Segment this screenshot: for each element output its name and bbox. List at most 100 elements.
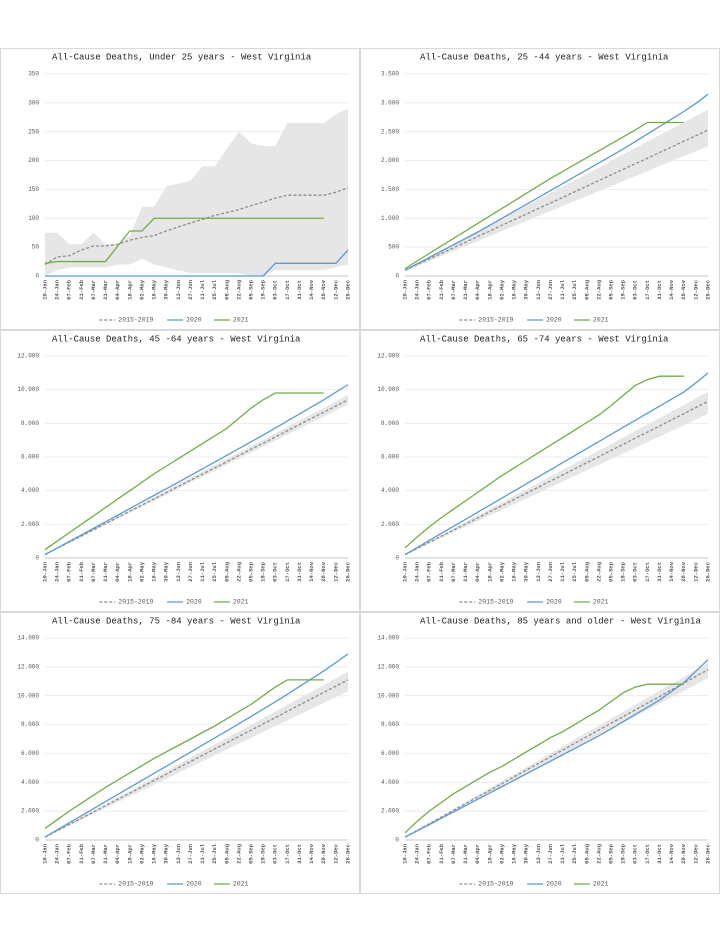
x-tick-label: 24-Jan xyxy=(414,844,421,864)
x-tick-label: 16-May xyxy=(511,843,518,864)
x-tick-label: 21-Feb xyxy=(438,279,445,300)
y-tick-label: 0 xyxy=(395,555,399,562)
y-tick-label: 3.000 xyxy=(381,99,399,106)
series-line xyxy=(44,679,324,829)
chart-title: All-Cause Deaths, 45 -64 years - West Vi… xyxy=(52,334,301,344)
x-tick-label: 10-Jan xyxy=(41,280,48,300)
y-tick-label: 50 xyxy=(32,244,40,251)
x-tick-label: 25-Jul xyxy=(211,279,218,300)
y-tick-label: 12.000 xyxy=(377,663,399,670)
x-tick-label: 04-Apr xyxy=(114,280,121,300)
y-tick-label: 12.000 xyxy=(377,353,399,360)
x-tick-label: 04-Apr xyxy=(474,562,481,582)
y-tick-label: 10.000 xyxy=(377,692,399,699)
x-tick-label: 30-May xyxy=(163,843,170,864)
series-line xyxy=(404,129,709,271)
x-tick-label: 07-Mar xyxy=(90,562,97,582)
x-tick-label: 19-Sep xyxy=(620,843,627,864)
x-tick-label: 02-May xyxy=(498,843,505,864)
y-tick-label: 8.000 xyxy=(21,721,39,728)
x-tick-label: 21-Feb xyxy=(78,561,85,582)
x-tick-label: 11-Jul xyxy=(559,561,566,582)
x-tick-label: 14-Nov xyxy=(668,561,675,582)
y-tick-label: 6.000 xyxy=(21,750,39,757)
x-tick-label: 27-Jun xyxy=(547,562,554,582)
y-tick-label: 300 xyxy=(28,99,39,106)
x-tick-label: 16-May xyxy=(151,279,158,300)
series-line xyxy=(44,679,349,838)
chart-title: All-Cause Deaths, 65 -74 years - West Vi… xyxy=(420,334,669,344)
y-tick-label: 4.000 xyxy=(21,779,39,786)
x-tick-label: 17-Oct xyxy=(644,844,651,864)
x-tick-label: 08-Aug xyxy=(583,280,590,300)
x-tick-label: 10-Jan xyxy=(401,562,408,582)
x-tick-label: 25-Jul xyxy=(571,843,578,864)
y-tick-label: 4.000 xyxy=(381,487,399,494)
x-tick-label: 10-Jan xyxy=(401,844,408,864)
x-tick-label: 02-May xyxy=(138,561,145,582)
series-line xyxy=(404,400,709,556)
x-tick-label: 22-Aug xyxy=(235,280,242,300)
x-tick-label: 07-Feb xyxy=(426,279,433,300)
y-tick-label: 200 xyxy=(28,157,39,164)
y-tick-label: 150 xyxy=(28,186,39,193)
x-tick-label: 02-May xyxy=(498,561,505,582)
x-tick-label: 25-Jul xyxy=(571,279,578,300)
x-tick-label: 03-Oct xyxy=(272,844,279,864)
x-tick-label: 08-Aug xyxy=(583,844,590,864)
x-tick-label: 31-Oct xyxy=(656,280,663,300)
y-tick-label: 10.000 xyxy=(377,386,399,393)
x-tick-label: 21-Mar xyxy=(462,562,469,582)
panel xyxy=(360,612,720,894)
y-tick-label: 2.500 xyxy=(381,128,399,135)
x-tick-label: 14-Nov xyxy=(668,843,675,864)
x-tick-label: 21-Mar xyxy=(102,280,109,300)
series-line xyxy=(44,384,349,556)
y-tick-label: 6.000 xyxy=(381,454,399,461)
y-tick-label: 6.000 xyxy=(21,454,39,461)
x-tick-label: 22-Aug xyxy=(235,562,242,582)
y-tick-label: 8.000 xyxy=(381,721,399,728)
x-tick-label: 12-Dec xyxy=(692,844,699,864)
x-tick-label: 16-May xyxy=(511,279,518,300)
y-tick-label: 10.000 xyxy=(17,692,39,699)
x-tick-label: 24-Jan xyxy=(414,562,421,582)
x-tick-label: 19-Sep xyxy=(260,561,267,582)
x-tick-label: 18-Apr xyxy=(126,280,133,300)
x-tick-label: 14-Nov xyxy=(308,561,315,582)
y-tick-label: 1.000 xyxy=(381,215,399,222)
x-tick-label: 25-Jul xyxy=(571,561,578,582)
x-tick-label: 11-Jul xyxy=(199,843,206,864)
x-tick-label: 07-Mar xyxy=(90,280,97,300)
x-tick-label: 21-Mar xyxy=(102,562,109,582)
legend-label: 2021 xyxy=(233,317,249,324)
chart-title: All-Cause Deaths, Under 25 years - West … xyxy=(52,52,312,62)
series-line xyxy=(404,669,709,838)
y-tick-label: 0 xyxy=(35,837,39,844)
x-tick-label: 05-Sep xyxy=(247,843,254,864)
x-tick-label: 28-Nov xyxy=(680,561,687,582)
series-line xyxy=(404,659,709,838)
series-line xyxy=(404,683,684,834)
x-tick-label: 07-Feb xyxy=(426,843,433,864)
x-tick-label: 26-Dec xyxy=(704,280,711,300)
x-tick-label: 18-Apr xyxy=(126,562,133,582)
panel xyxy=(360,48,720,330)
legend-label: 2020 xyxy=(546,881,562,888)
x-tick-label: 28-Nov xyxy=(680,843,687,864)
x-tick-label: 21-Feb xyxy=(438,561,445,582)
x-tick-label: 26-Dec xyxy=(344,844,351,864)
y-tick-label: 8.000 xyxy=(381,420,399,427)
legend-label: 2021 xyxy=(233,599,249,606)
x-tick-label: 10-Jan xyxy=(41,844,48,864)
x-tick-label: 07-Feb xyxy=(66,843,73,864)
x-tick-label: 04-Apr xyxy=(474,280,481,300)
y-tick-label: 500 xyxy=(388,244,399,251)
series-line xyxy=(44,217,324,264)
panel xyxy=(0,612,360,894)
x-tick-label: 16-May xyxy=(511,561,518,582)
x-tick-label: 03-Oct xyxy=(632,844,639,864)
range-band xyxy=(45,671,348,838)
x-tick-label: 25-Jul xyxy=(211,843,218,864)
x-tick-label: 04-Apr xyxy=(474,844,481,864)
